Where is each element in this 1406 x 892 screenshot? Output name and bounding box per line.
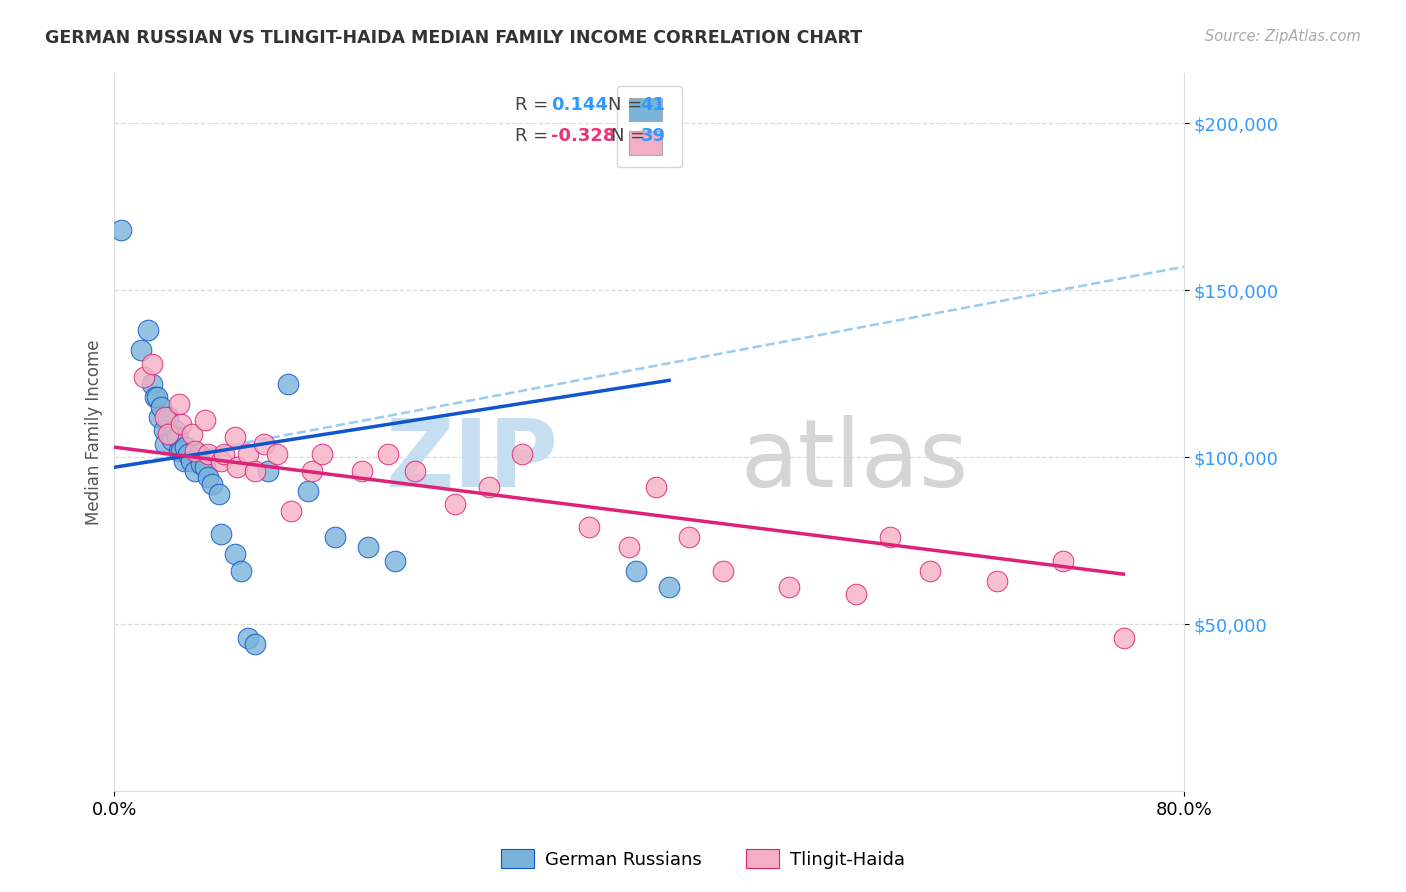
Point — [159, 426, 181, 441]
Text: N =: N = — [609, 96, 643, 114]
Point — [224, 430, 246, 444]
Point — [357, 541, 380, 555]
Point — [1052, 554, 1074, 568]
Text: -0.328: -0.328 — [551, 128, 616, 145]
Point — [778, 581, 800, 595]
Text: 39: 39 — [641, 128, 665, 145]
Point — [173, 453, 195, 467]
Point — [194, 460, 217, 475]
Point — [150, 400, 173, 414]
Point — [153, 424, 176, 438]
Point — [879, 530, 901, 544]
Point — [280, 503, 302, 517]
Point — [311, 447, 333, 461]
Point — [845, 587, 868, 601]
Point — [257, 464, 280, 478]
Point — [209, 453, 232, 467]
Point — [177, 447, 200, 461]
Point — [132, 370, 155, 384]
Point — [226, 460, 249, 475]
Point — [377, 447, 399, 461]
Text: Source: ZipAtlas.com: Source: ZipAtlas.com — [1205, 29, 1361, 44]
Text: 0.144: 0.144 — [551, 96, 607, 114]
Point — [350, 464, 373, 478]
Point — [170, 443, 193, 458]
Point — [194, 413, 217, 427]
Point — [170, 417, 193, 431]
Point — [183, 443, 205, 458]
Point — [163, 424, 186, 438]
Legend: , : , — [617, 86, 682, 167]
Point — [224, 547, 246, 561]
Point — [986, 574, 1008, 588]
Point — [148, 410, 170, 425]
Point — [243, 637, 266, 651]
Text: ZIP: ZIP — [385, 415, 558, 507]
Text: GERMAN RUSSIAN VS TLINGIT-HAIDA MEDIAN FAMILY INCOME CORRELATION CHART: GERMAN RUSSIAN VS TLINGIT-HAIDA MEDIAN F… — [45, 29, 862, 46]
Point — [187, 447, 209, 461]
Point — [141, 357, 163, 371]
Text: R =: R = — [516, 96, 548, 114]
Point — [578, 520, 600, 534]
Point — [156, 426, 179, 441]
Point — [183, 464, 205, 478]
Point — [153, 410, 176, 425]
Point — [510, 447, 533, 461]
Point — [180, 453, 202, 467]
Point — [156, 410, 179, 425]
Point — [617, 541, 640, 555]
Point — [212, 447, 235, 461]
Point — [297, 483, 319, 498]
Point — [404, 464, 426, 478]
Point — [174, 440, 197, 454]
Point — [711, 564, 734, 578]
Point — [153, 437, 176, 451]
Point — [644, 480, 666, 494]
Point — [208, 487, 231, 501]
Point — [190, 457, 212, 471]
Text: 41: 41 — [641, 96, 665, 114]
Point — [384, 554, 406, 568]
Text: N =: N = — [610, 128, 645, 145]
Point — [231, 564, 253, 578]
Point — [209, 527, 232, 541]
Point — [266, 447, 288, 461]
Point — [166, 430, 188, 444]
Point — [1112, 631, 1135, 645]
Point — [478, 480, 501, 494]
Point — [160, 434, 183, 448]
Point — [141, 376, 163, 391]
Point — [136, 323, 159, 337]
Point — [236, 447, 259, 461]
Point — [918, 564, 941, 578]
Point — [678, 530, 700, 544]
Point — [146, 390, 169, 404]
Point — [658, 581, 681, 595]
Point — [243, 464, 266, 478]
Point — [624, 564, 647, 578]
Y-axis label: Median Family Income: Median Family Income — [86, 339, 103, 524]
Point — [323, 530, 346, 544]
Point — [301, 464, 323, 478]
Point — [197, 470, 219, 484]
Point — [181, 426, 204, 441]
Text: atlas: atlas — [740, 415, 969, 507]
Point — [444, 497, 467, 511]
Point — [167, 443, 190, 458]
Point — [236, 631, 259, 645]
Point — [277, 376, 299, 391]
Point — [143, 390, 166, 404]
Text: R =: R = — [516, 128, 548, 145]
Point — [197, 447, 219, 461]
Point — [110, 223, 132, 237]
Point — [201, 477, 224, 491]
Point — [253, 437, 276, 451]
Point — [167, 397, 190, 411]
Legend: German Russians, Tlingit-Haida: German Russians, Tlingit-Haida — [494, 842, 912, 876]
Point — [129, 343, 152, 358]
